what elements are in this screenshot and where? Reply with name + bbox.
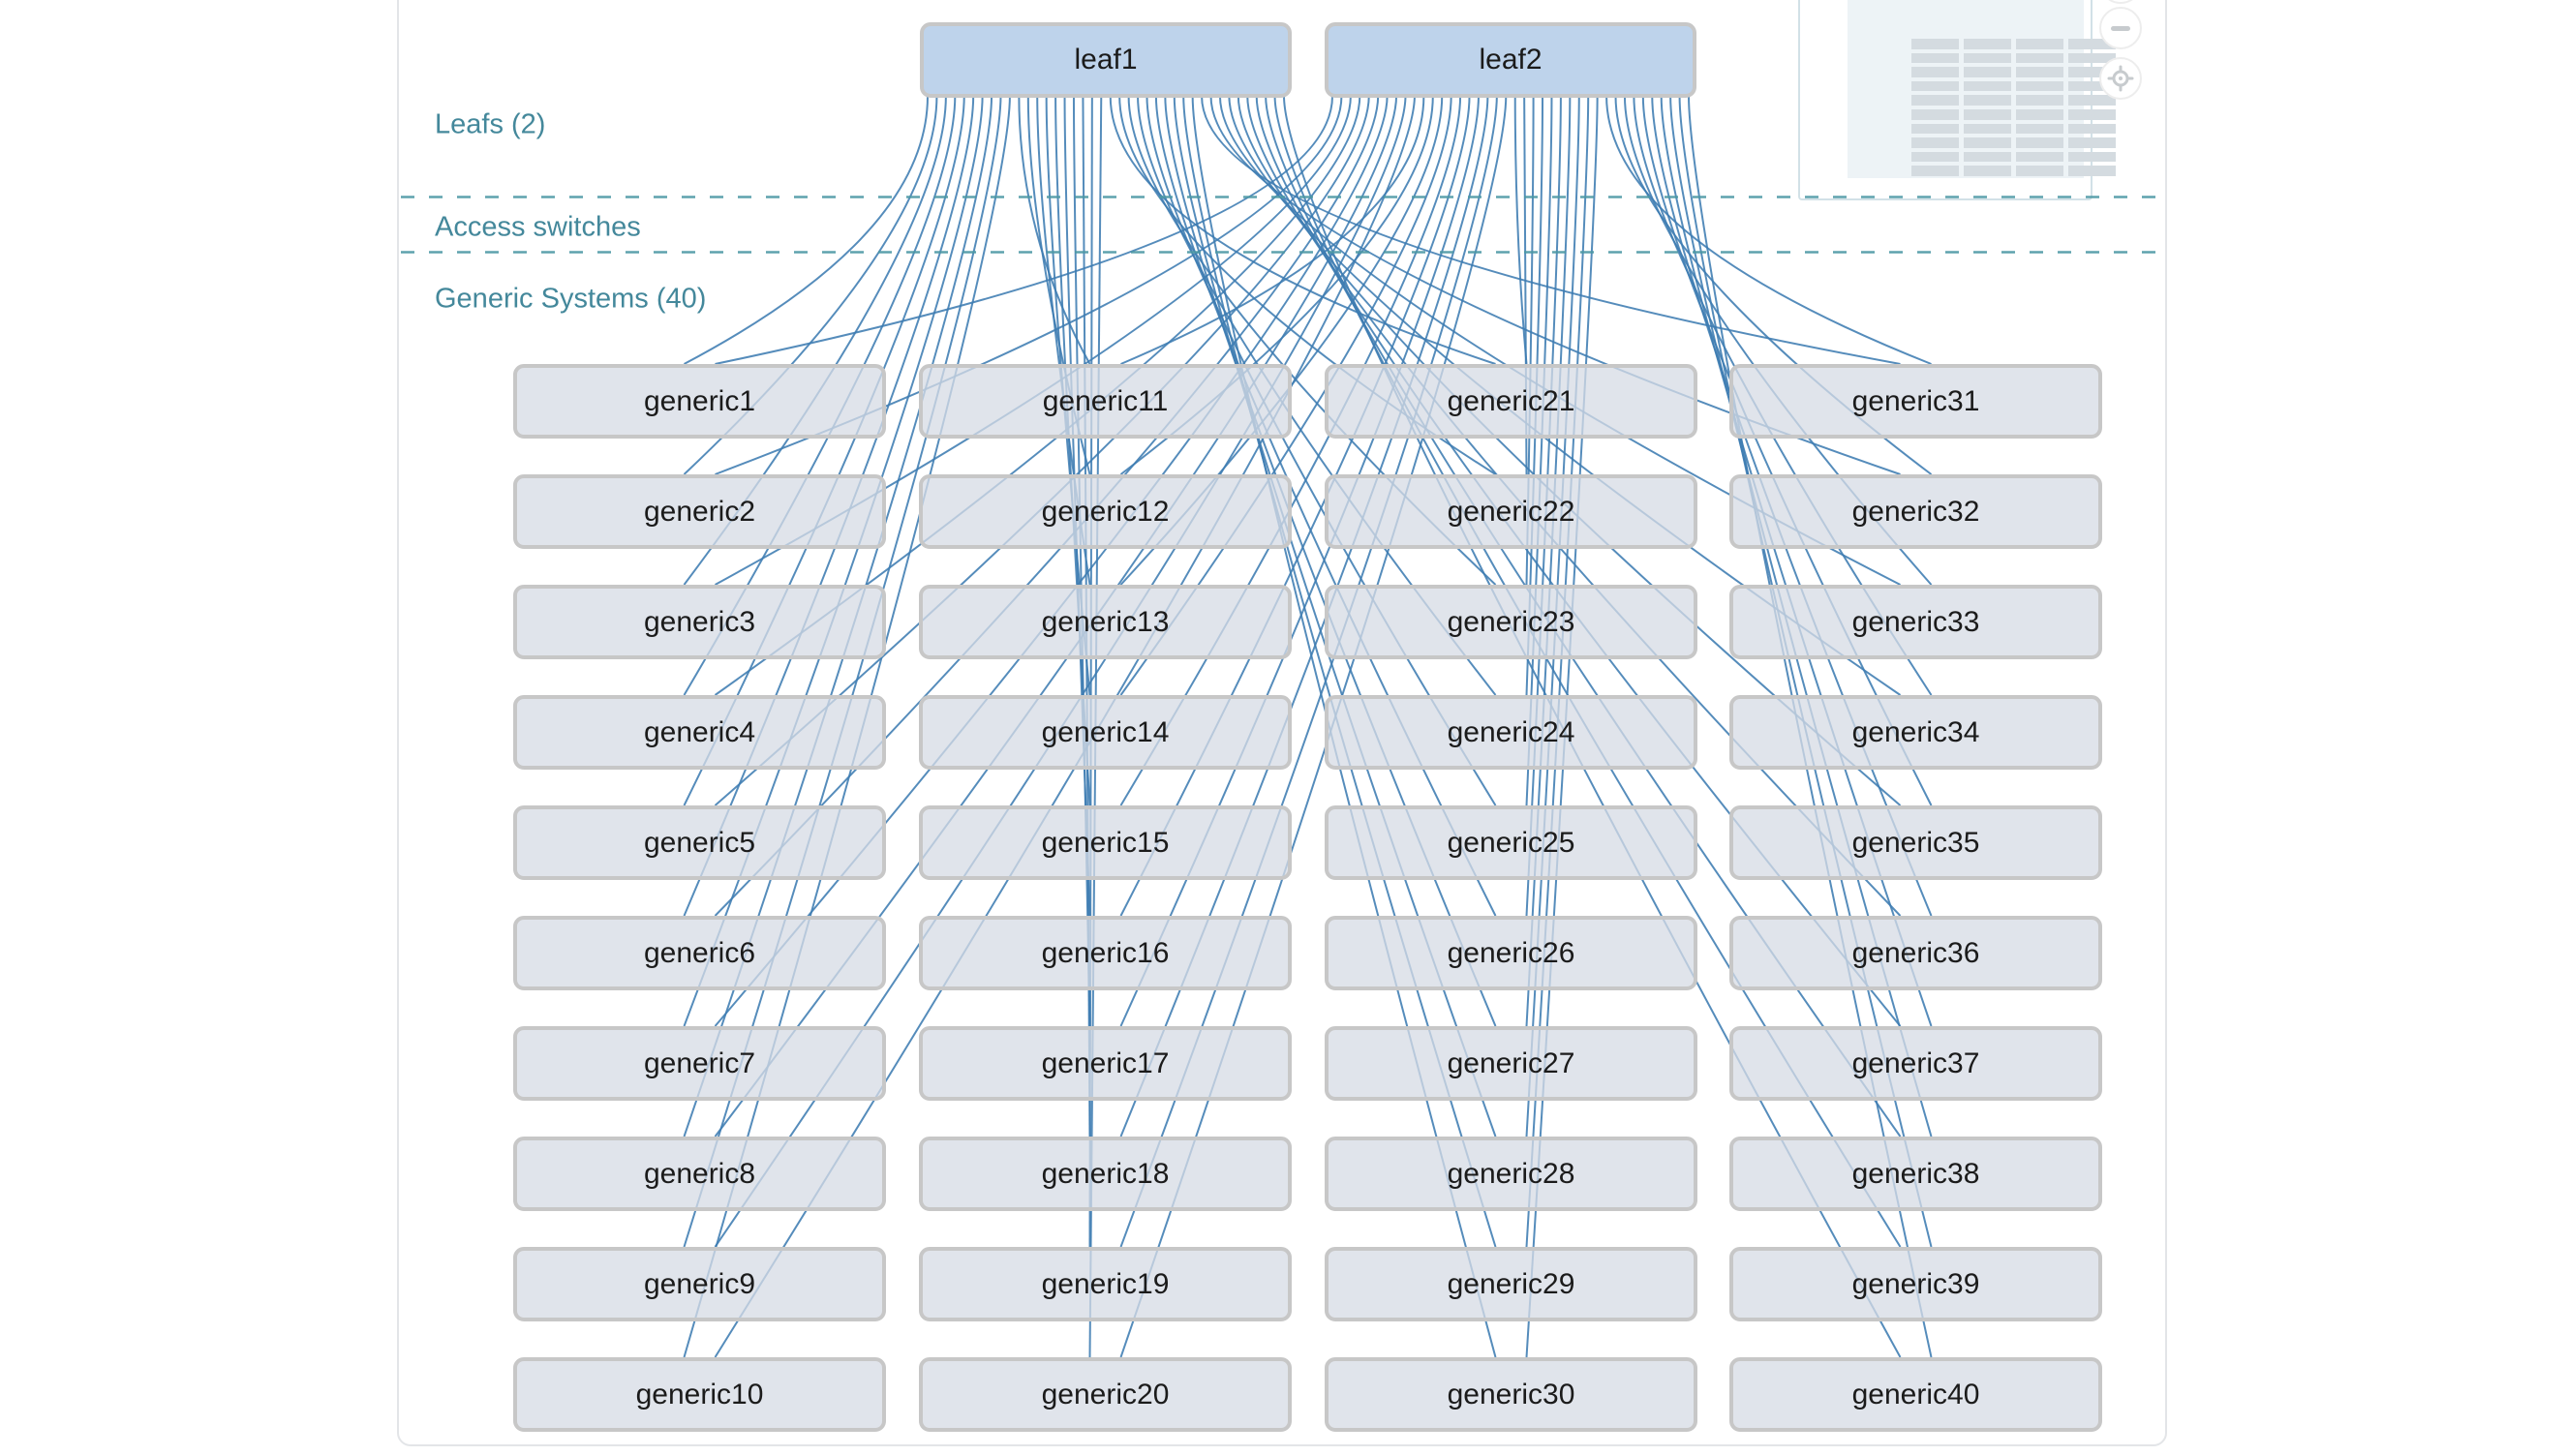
minimap-generic: [1964, 80, 2011, 92]
node-generic12[interactable]: generic12: [919, 474, 1292, 549]
minimap-generic: [1911, 95, 1959, 106]
minimap-generic: [1911, 109, 1959, 120]
node-leaf1[interactable]: leaf1: [920, 22, 1292, 98]
node-generic4[interactable]: generic4: [513, 695, 886, 770]
node-generic40[interactable]: generic40: [1729, 1357, 2102, 1432]
node-generic36[interactable]: generic36: [1729, 916, 2102, 990]
node-generic37[interactable]: generic37: [1729, 1026, 2102, 1101]
minimap-generic: [1911, 39, 1959, 49]
minimap-generic: [1911, 137, 1959, 148]
zoom-out-button[interactable]: [2099, 7, 2142, 49]
minimap-generic: [2068, 39, 2116, 49]
node-generic7[interactable]: generic7: [513, 1026, 886, 1101]
node-generic21[interactable]: generic21: [1325, 364, 1697, 439]
node-generic10[interactable]: generic10: [513, 1357, 886, 1432]
node-generic26[interactable]: generic26: [1325, 916, 1697, 990]
minimap-generic: [2068, 123, 2116, 135]
node-generic30[interactable]: generic30: [1325, 1357, 1697, 1432]
minimap-generic: [1964, 137, 2011, 148]
minimap-generic: [2068, 67, 2116, 77]
node-generic15[interactable]: generic15: [919, 805, 1292, 880]
minimap-generic: [1911, 67, 1959, 77]
minimap-generic: [1964, 123, 2011, 135]
minimap-generic: [2016, 52, 2063, 64]
node-generic13[interactable]: generic13: [919, 585, 1292, 659]
node-generic1[interactable]: generic1: [513, 364, 886, 439]
minimap-generic: [2016, 109, 2063, 120]
node-generic19[interactable]: generic19: [919, 1247, 1292, 1321]
minimap-generic: [2068, 80, 2116, 92]
minimap[interactable]: [1798, 0, 2116, 200]
node-generic38[interactable]: generic38: [1729, 1137, 2102, 1211]
minimap-generic: [2068, 137, 2116, 148]
minimap-generic: [2016, 166, 2063, 176]
section-label-leafs: Leafs (2): [435, 108, 546, 140]
node-generic29[interactable]: generic29: [1325, 1247, 1697, 1321]
node-generic14[interactable]: generic14: [919, 695, 1292, 770]
section-label-access-switches: Access switches: [435, 211, 641, 243]
minimap-generic: [1964, 39, 2011, 49]
minimap-generic: [2016, 39, 2063, 49]
node-leaf2[interactable]: leaf2: [1325, 22, 1696, 98]
minimap-generic: [1964, 67, 2011, 77]
minimap-generic: [1911, 52, 1959, 64]
minimap-generic: [2068, 52, 2116, 64]
minimap-generic: [1964, 52, 2011, 64]
node-generic35[interactable]: generic35: [1729, 805, 2102, 880]
minimap-generic: [1911, 80, 1959, 92]
section-label-generic-systems: Generic Systems (40): [435, 283, 707, 315]
minimap-generic: [2016, 67, 2063, 77]
minimap-generic: [2068, 95, 2116, 106]
node-generic31[interactable]: generic31: [1729, 364, 2102, 439]
node-generic16[interactable]: generic16: [919, 916, 1292, 990]
crosshair-icon: [2107, 65, 2134, 92]
node-generic33[interactable]: generic33: [1729, 585, 2102, 659]
minimap-generic: [2068, 109, 2116, 120]
node-generic32[interactable]: generic32: [1729, 474, 2102, 549]
minimap-generic: [1964, 166, 2011, 176]
minus-icon: [2111, 25, 2130, 31]
node-generic6[interactable]: generic6: [513, 916, 886, 990]
node-generic28[interactable]: generic28: [1325, 1137, 1697, 1211]
node-generic27[interactable]: generic27: [1325, 1026, 1697, 1101]
node-generic18[interactable]: generic18: [919, 1137, 1292, 1211]
node-generic25[interactable]: generic25: [1325, 805, 1697, 880]
minimap-generic: [1911, 151, 1959, 163]
node-generic9[interactable]: generic9: [513, 1247, 886, 1321]
node-generic17[interactable]: generic17: [919, 1026, 1292, 1101]
minimap-map: [1848, 0, 2116, 178]
minimap-generic: [2016, 151, 2063, 163]
minimap-generic: [2068, 151, 2116, 163]
minimap-generic: [2016, 137, 2063, 148]
node-generic2[interactable]: generic2: [513, 474, 886, 549]
minimap-generic: [2016, 80, 2063, 92]
node-generic34[interactable]: generic34: [1729, 695, 2102, 770]
minimap-generic: [1964, 95, 2011, 106]
node-generic39[interactable]: generic39: [1729, 1247, 2102, 1321]
node-generic3[interactable]: generic3: [513, 585, 886, 659]
node-generic11[interactable]: generic11: [919, 364, 1292, 439]
minimap-generic: [1964, 151, 2011, 163]
node-generic24[interactable]: generic24: [1325, 695, 1697, 770]
minimap-generic: [2068, 166, 2116, 176]
node-generic5[interactable]: generic5: [513, 805, 886, 880]
minimap-generic: [1911, 166, 1959, 176]
minimap-generic: [2016, 123, 2063, 135]
node-generic20[interactable]: generic20: [919, 1357, 1292, 1432]
node-generic23[interactable]: generic23: [1325, 585, 1697, 659]
node-generic8[interactable]: generic8: [513, 1137, 886, 1211]
locate-button[interactable]: [2099, 57, 2142, 100]
node-generic22[interactable]: generic22: [1325, 474, 1697, 549]
minimap-generic: [1911, 123, 1959, 135]
minimap-generic: [2016, 95, 2063, 106]
minimap-generic: [1964, 109, 2011, 120]
